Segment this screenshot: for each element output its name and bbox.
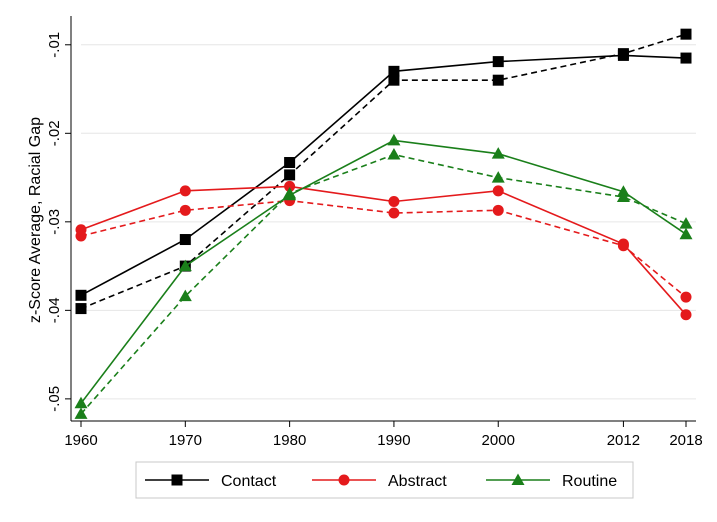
routine-dashed-point xyxy=(387,148,401,160)
legend-frame xyxy=(135,461,634,499)
abstract-solid-point xyxy=(680,309,692,321)
legend-label: Abstract xyxy=(388,473,447,490)
abstract-solid-point xyxy=(388,195,400,207)
abstract-solid-point xyxy=(284,180,296,192)
contact-solid-point xyxy=(680,52,692,64)
abstract-solid-point xyxy=(179,185,191,197)
legend-swatch-marker xyxy=(171,474,183,486)
abstract-dashed-point xyxy=(492,204,504,216)
x-tick-label: 1960 xyxy=(64,432,97,449)
legend-swatch-marker xyxy=(511,473,525,485)
legend-item-abstract: Abstract xyxy=(312,473,447,490)
routine-solid-point xyxy=(74,396,88,409)
abstract-dashed-point xyxy=(388,207,400,219)
abstract-dashed-point xyxy=(680,291,692,303)
y-tick-label: -.05 xyxy=(46,386,63,412)
legend-item-contact: Contact xyxy=(145,473,277,490)
abstract-dashed-point xyxy=(617,240,629,252)
axes: -.01 -.02 -.03 -.04 -.05 1960 1970 1980 1990 2000… xyxy=(46,16,703,449)
contact-solid-point xyxy=(179,234,191,246)
legend-label: Contact xyxy=(221,473,277,490)
contact-dashed-point xyxy=(75,303,87,315)
routine-solid-point xyxy=(491,147,505,159)
routine-dashed-series xyxy=(74,148,693,419)
x-tick-label: 2018 xyxy=(669,432,702,449)
routine-dashed-point xyxy=(283,187,297,199)
routine-dashed-point xyxy=(178,289,192,302)
contact-dashed-point xyxy=(492,74,504,86)
routine-dashed-point xyxy=(491,171,505,183)
contact-dashed-point xyxy=(617,48,629,60)
legend-item-routine: Routine xyxy=(486,473,617,490)
x-tick-label: 1980 xyxy=(273,432,306,449)
abstract-dashed-point xyxy=(75,230,87,242)
routine-dashed-point xyxy=(74,407,88,419)
abstract-solid-point xyxy=(492,185,504,197)
legend-label: Routine xyxy=(562,473,617,490)
legend: Contact Abstract Routine xyxy=(135,461,634,499)
y-axis-title: z-Score Average, Racial Gap xyxy=(27,117,44,323)
contact-solid-point xyxy=(75,289,87,301)
y-tick-label: -.03 xyxy=(46,209,63,235)
x-tick-label: 1990 xyxy=(377,432,410,449)
routine-solid-point xyxy=(679,227,693,240)
routine-dashed-point xyxy=(679,217,693,229)
routine-dashed-point xyxy=(616,190,630,203)
y-tick-label: -.04 xyxy=(46,297,63,323)
series-group xyxy=(74,28,693,419)
x-tick-label: 2000 xyxy=(482,432,515,449)
contact-solid-point xyxy=(388,65,400,77)
routine-solid-point xyxy=(387,133,401,146)
y-tick-label: -.02 xyxy=(46,120,63,146)
contact-dashed-point xyxy=(284,169,296,181)
x-tick-label: 1970 xyxy=(169,432,202,449)
legend-swatch-marker xyxy=(338,474,350,486)
abstract-dashed-point xyxy=(179,204,191,216)
routine-solid-point xyxy=(178,259,192,272)
contact-dashed-point xyxy=(388,74,400,86)
contact-solid-point xyxy=(492,56,504,68)
x-tick-label: 2012 xyxy=(607,432,640,449)
contact-dashed-point xyxy=(680,28,692,40)
y-tick-label: -.01 xyxy=(46,32,63,58)
contact-solid-point xyxy=(284,157,296,169)
abstract-dashed-series xyxy=(75,195,692,303)
gridlines xyxy=(81,44,696,400)
